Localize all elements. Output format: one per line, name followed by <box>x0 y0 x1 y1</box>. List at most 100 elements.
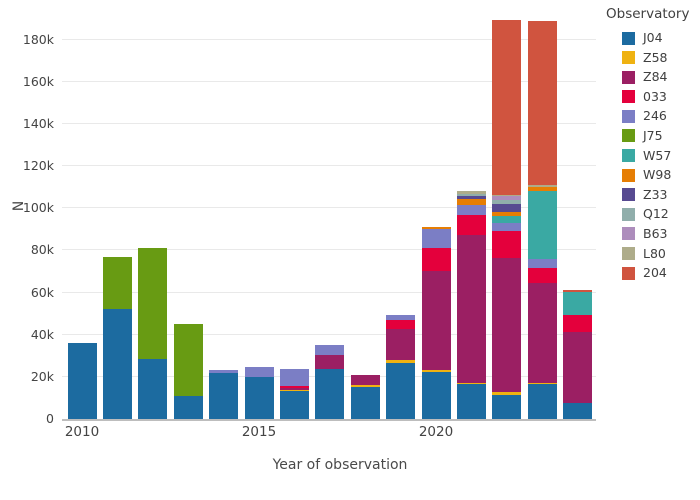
J04-segment[interactable] <box>279 391 309 419</box>
legend-item-B63[interactable]: B63 <box>606 226 698 241</box>
J75-segment[interactable] <box>138 248 168 359</box>
033-segment[interactable] <box>279 386 309 388</box>
J04-segment[interactable] <box>315 369 345 419</box>
246-segment[interactable] <box>456 205 486 216</box>
033-segment[interactable] <box>563 314 593 332</box>
bar-2015[interactable] <box>244 11 274 419</box>
033-segment[interactable] <box>456 215 486 235</box>
Z58-segment[interactable] <box>421 370 451 373</box>
Z84-segment[interactable] <box>350 374 380 385</box>
246-segment[interactable] <box>421 229 451 248</box>
bar-2021[interactable] <box>456 11 486 419</box>
y-tick-label: 140k <box>22 115 54 131</box>
J75-segment[interactable] <box>102 256 132 310</box>
W98-segment[interactable] <box>527 186 557 191</box>
Z33-segment[interactable] <box>492 204 522 213</box>
Z58-segment[interactable] <box>386 359 416 364</box>
Z84-segment[interactable] <box>279 387 309 390</box>
J04-segment[interactable] <box>102 309 132 419</box>
J04-segment[interactable] <box>563 403 593 419</box>
J75-segment[interactable] <box>173 324 203 397</box>
legend-item-Q12[interactable]: Q12 <box>606 207 698 221</box>
legend-swatch-J75 <box>622 129 635 143</box>
Z58-segment[interactable] <box>527 382 557 384</box>
legend-item-Z33[interactable]: Z33 <box>606 187 698 202</box>
Z33-segment[interactable] <box>456 195 486 199</box>
bar-2010[interactable] <box>67 11 97 419</box>
L80-segment[interactable] <box>527 184 557 187</box>
legend-item-L80[interactable]: L80 <box>606 246 698 261</box>
W57-segment[interactable] <box>527 190 557 259</box>
legend-item-W57[interactable]: W57 <box>606 148 698 163</box>
Z58-segment[interactable] <box>350 384 380 387</box>
Z58-segment[interactable] <box>492 392 522 395</box>
J04-segment[interactable] <box>527 383 557 419</box>
J04-segment[interactable] <box>456 384 486 419</box>
246-segment[interactable] <box>527 258 557 268</box>
B63-segment[interactable] <box>492 196 522 201</box>
Q12-segment[interactable] <box>456 193 486 196</box>
W57-segment[interactable] <box>492 216 522 223</box>
bar-2018[interactable] <box>350 11 380 419</box>
bar-2020[interactable] <box>421 11 451 419</box>
Z84-segment[interactable] <box>421 271 451 371</box>
legend-item-246[interactable]: 246 <box>606 109 698 123</box>
bar-2012[interactable] <box>138 11 168 419</box>
033-segment[interactable] <box>527 267 557 283</box>
246-segment[interactable] <box>244 367 274 378</box>
L80-segment[interactable] <box>456 190 486 194</box>
bar-2011[interactable] <box>102 11 132 419</box>
bar-2013[interactable] <box>173 11 203 419</box>
W98-segment[interactable] <box>421 227 451 230</box>
bar-2022[interactable] <box>492 11 522 419</box>
Z84-segment[interactable] <box>315 354 345 370</box>
246-segment[interactable] <box>315 344 345 355</box>
204-segment[interactable] <box>563 289 593 293</box>
Z58-segment[interactable] <box>279 389 309 392</box>
bar-2019[interactable] <box>386 11 416 419</box>
246-segment[interactable] <box>492 222 522 232</box>
J04-segment[interactable] <box>421 372 451 419</box>
Q12-segment[interactable] <box>492 200 522 205</box>
legend-item-Z58[interactable]: Z58 <box>606 50 698 65</box>
Z84-segment[interactable] <box>492 257 522 393</box>
204-segment[interactable] <box>527 21 557 185</box>
plot-area <box>62 11 596 421</box>
033-segment[interactable] <box>386 319 416 329</box>
J04-segment[interactable] <box>492 394 522 419</box>
L80-segment[interactable] <box>492 195 522 197</box>
bar-2014[interactable] <box>209 11 239 419</box>
Z84-segment[interactable] <box>527 282 557 383</box>
W98-segment[interactable] <box>492 212 522 217</box>
legend-item-204[interactable]: 204 <box>606 266 698 280</box>
bar-2017[interactable] <box>315 11 345 419</box>
J04-segment[interactable] <box>350 386 380 419</box>
W98-segment[interactable] <box>456 198 486 206</box>
033-segment[interactable] <box>421 247 451 272</box>
W57-segment[interactable] <box>563 292 593 315</box>
legend-item-Z84[interactable]: Z84 <box>606 70 698 84</box>
Z84-segment[interactable] <box>456 234 486 384</box>
246-segment[interactable] <box>386 315 416 320</box>
gridline <box>62 249 596 251</box>
Z58-segment[interactable] <box>456 383 486 385</box>
bar-2016[interactable] <box>279 11 309 419</box>
246-segment[interactable] <box>279 369 309 387</box>
J04-segment[interactable] <box>138 358 168 419</box>
J04-segment[interactable] <box>67 343 97 419</box>
legend-item-W98[interactable]: W98 <box>606 168 698 182</box>
204-segment[interactable] <box>492 20 522 196</box>
legend-item-033[interactable]: 033 <box>606 89 698 104</box>
Z84-segment[interactable] <box>563 331 593 404</box>
J04-segment[interactable] <box>209 373 239 419</box>
Z84-segment[interactable] <box>386 329 416 360</box>
033-segment[interactable] <box>492 231 522 258</box>
J04-segment[interactable] <box>244 377 274 419</box>
legend-item-J75[interactable]: J75 <box>606 128 698 143</box>
bar-2024[interactable] <box>563 11 593 419</box>
J04-segment[interactable] <box>173 396 203 419</box>
bar-2023[interactable] <box>527 11 557 419</box>
J04-segment[interactable] <box>386 363 416 419</box>
legend-item-J04[interactable]: J04 <box>606 31 698 45</box>
246-segment[interactable] <box>209 369 239 374</box>
